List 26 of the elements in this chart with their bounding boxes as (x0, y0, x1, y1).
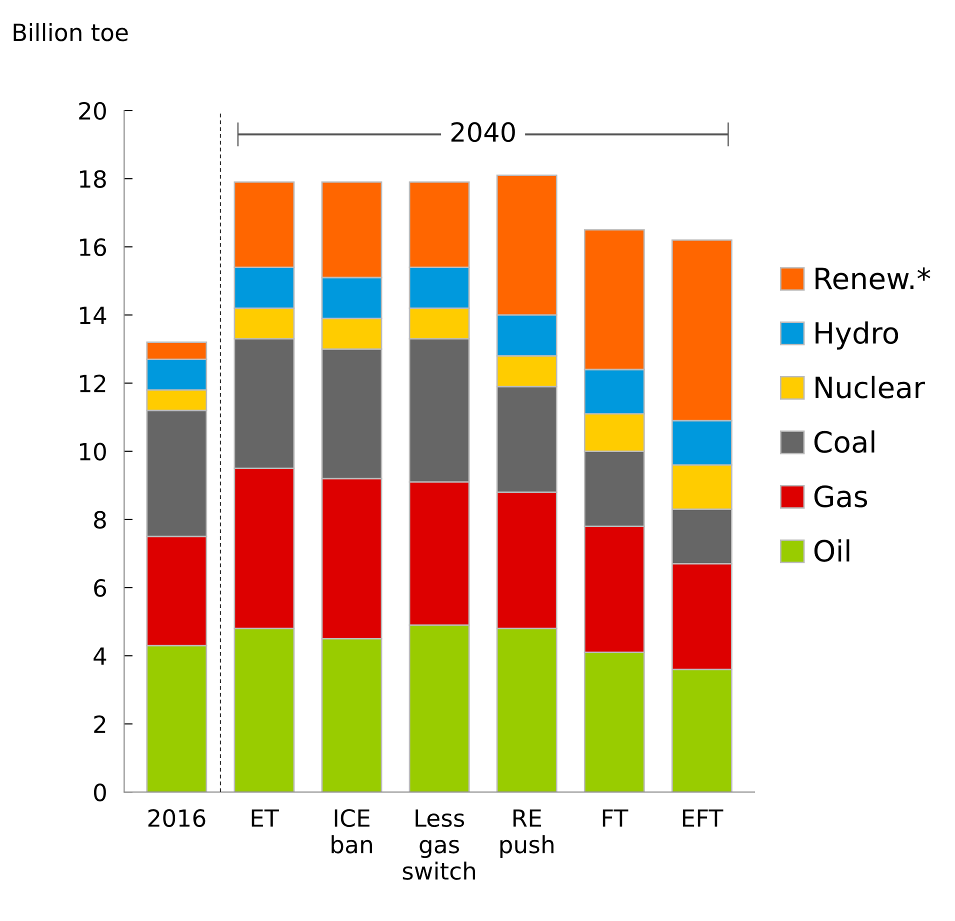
x-tick-label: ICE ban (332, 809, 372, 854)
x-tick-label: 2016 (148, 809, 206, 828)
y-tick-label: 4 (94, 648, 106, 665)
y-tick-label: 10 (80, 442, 106, 461)
y-tick-label: 6 (94, 579, 106, 597)
y-tick-label: 20 (79, 102, 106, 120)
y-tick-label: 0 (94, 784, 106, 802)
y-tick-label: 18 (80, 170, 106, 188)
legend-label: Oil (814, 539, 850, 562)
legend-label: Gas (814, 485, 868, 508)
legend-label: Hydro (816, 321, 898, 350)
y-tick-label: 14 (80, 306, 106, 324)
legend-label: Renew.* (816, 267, 930, 290)
legend-label: Coal (814, 430, 874, 453)
x-tick-label: RE push (500, 809, 554, 858)
y-tick-label: 2 (94, 715, 106, 733)
y-tick-label: 12 (80, 374, 106, 392)
x-tick-label: EFT (682, 809, 724, 827)
x-tick-label: Less gas switch (402, 809, 475, 880)
legend-label: Nuclear (816, 376, 926, 398)
y-axis-title: Billion toe (14, 23, 128, 42)
y-tick-label: 8 (94, 510, 106, 529)
y-tick-label: 16 (80, 238, 106, 256)
x-tick-label: FT (602, 809, 628, 827)
annotation: 2040 (451, 122, 515, 142)
x-tick-label: ET (252, 809, 279, 827)
